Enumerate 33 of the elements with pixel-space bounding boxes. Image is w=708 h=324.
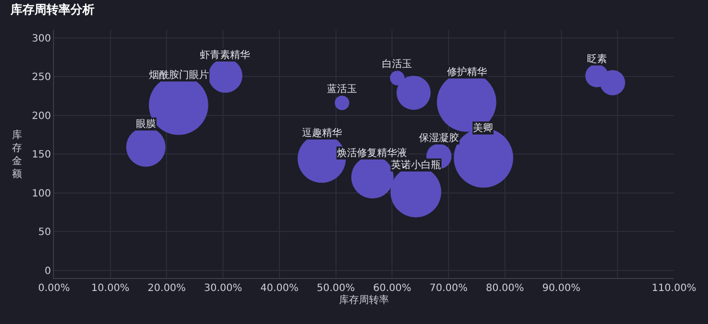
y-tick-label: 100 [32,188,51,200]
y-tick-label: 50 [38,227,51,238]
chart-title: 库存周转率分析 [10,2,95,16]
x-tick-label: 110.00% [652,283,696,294]
x-tick-label: 10.00% [91,283,130,294]
x-tick-label: 80.00% [486,283,524,294]
annotation: 英诺小白瓶 [391,159,441,171]
annotation: 逗趣精华 [302,127,342,139]
annotation: 眼膜 [136,118,156,130]
annotation: 眨素 [587,53,607,65]
y-tick-label: 200 [32,110,51,122]
x-tick-label: 20.00% [148,283,186,294]
annotation: 美卿 [473,122,493,134]
annotation: 保湿凝胶 [419,132,459,144]
annotation: 烟酰胺门眼片 [149,69,209,81]
x-tick-label: 70.00% [429,283,468,294]
x-tick-label: 90.00% [542,283,580,294]
annotation: 虾青素精华 [200,49,250,61]
y-tick-label: 300 [32,33,51,44]
y-tick-label: 250 [32,72,51,83]
x-axis-title: 库存周转率 [339,294,389,306]
x-tick-label: 0.00% [38,283,70,294]
annotation: 修护精华 [447,66,487,78]
y-axis-title: 库存金额 [12,129,22,180]
x-tick-label: 40.00% [260,283,299,294]
annotation: 白活玉 [382,58,412,70]
x-tick-label: 30.00% [204,283,242,294]
annotation: 蓝活玉 [327,83,357,95]
y-tick-label: 0 [44,266,51,277]
x-tick-label: 60.00% [373,283,412,294]
y-tick-label: 150 [32,150,51,160]
x-tick-label: 50.00% [316,283,355,294]
annotation: 焕活修复精华液 [337,147,407,159]
